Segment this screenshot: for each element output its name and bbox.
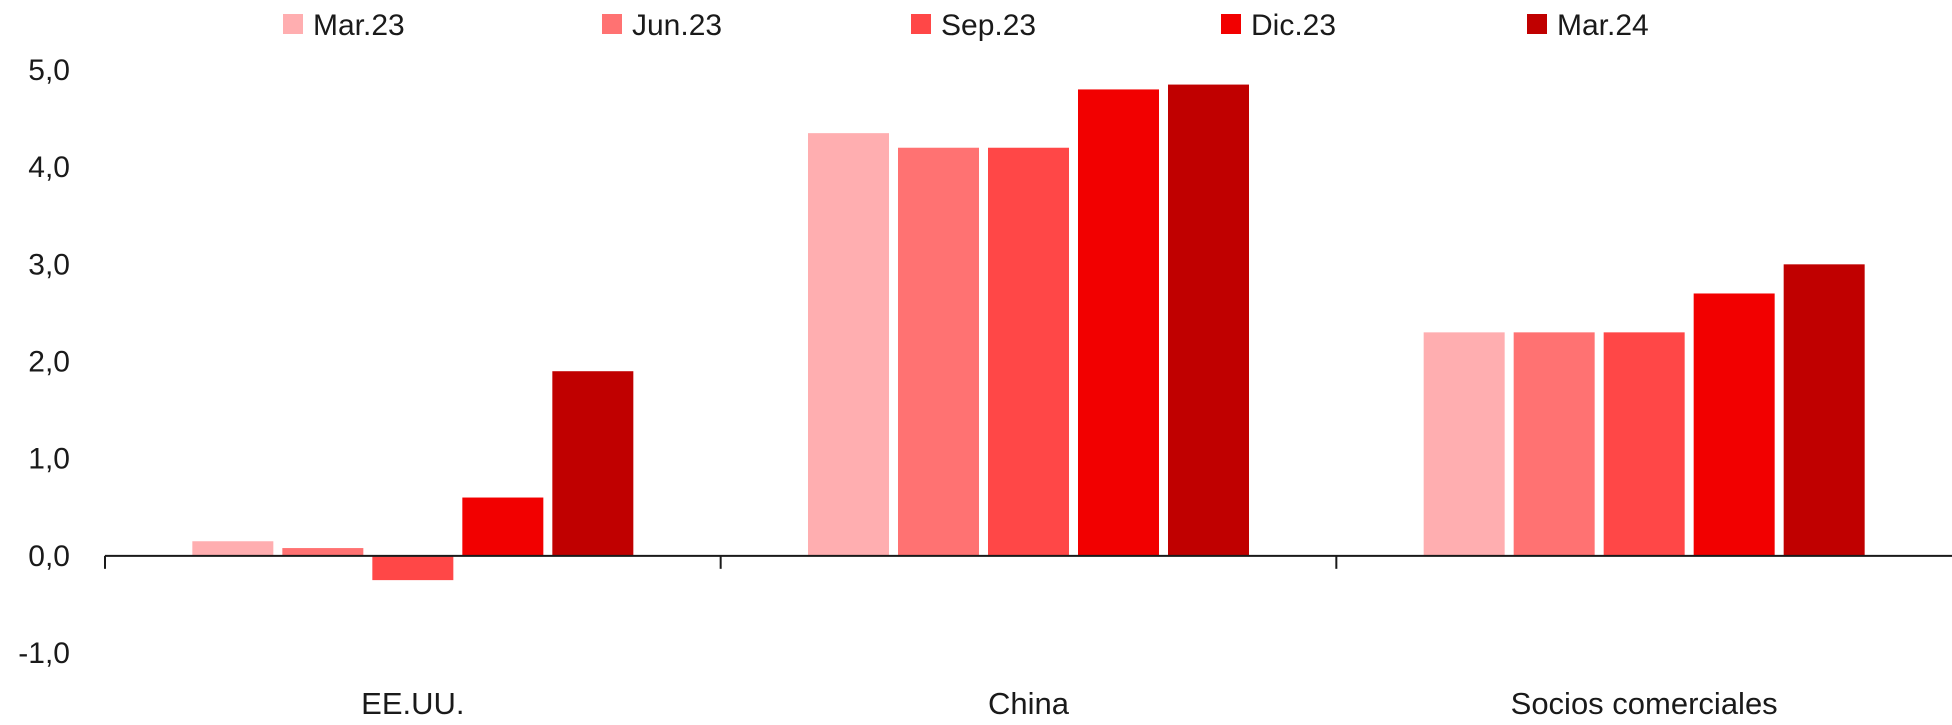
bar-jun-23-0	[282, 548, 364, 556]
y-tick-label: -1,0	[18, 637, 70, 670]
bar-mar-24-2	[1783, 264, 1865, 556]
y-axis: -1,0 0,0 1,0 2,0 3,0 4,0 5,0	[18, 54, 70, 670]
legend-label: Mar.24	[1557, 9, 1649, 42]
legend-swatch	[911, 14, 931, 34]
bar-mar-23-0	[192, 541, 274, 556]
legend-swatch	[283, 14, 303, 34]
y-tick-label: 2,0	[28, 346, 70, 379]
legend-label: Jun.23	[632, 9, 722, 42]
bar-sep-23-0	[372, 555, 454, 581]
y-tick-label: 3,0	[28, 248, 70, 281]
category-label: China	[988, 686, 1070, 720]
legend-label: Dic.23	[1251, 9, 1336, 42]
legend-swatch	[1221, 14, 1241, 34]
bar-mar-23-1	[808, 133, 889, 556]
y-tick-label: 4,0	[28, 151, 70, 184]
x-axis: EE.UU. China Socios comerciales	[104, 554, 1952, 721]
bar-mar-23-2	[1423, 332, 1505, 556]
bar-sep-23-2	[1603, 332, 1685, 556]
legend: Mar.23 Jun.23 Sep.23 Dic.23 Mar.24	[283, 9, 1649, 42]
bar-dic-23-0	[462, 497, 544, 556]
bar-dic-23-1	[1078, 89, 1159, 556]
y-tick-label: 5,0	[28, 54, 70, 87]
legend-swatch	[602, 14, 622, 34]
bar-sep-23-1	[988, 147, 1069, 556]
bar-jun-23-1	[898, 147, 979, 556]
legend-label: Mar.23	[313, 9, 405, 42]
bar-dic-23-2	[1693, 293, 1775, 556]
legend-swatch	[1527, 14, 1547, 34]
y-tick-label: 1,0	[28, 443, 70, 476]
legend-label: Sep.23	[941, 9, 1036, 42]
category-label: EE.UU.	[361, 686, 464, 720]
bars	[192, 84, 1865, 581]
bar-jun-23-2	[1513, 332, 1595, 556]
bar-mar-24-1	[1168, 84, 1249, 556]
bar-mar-24-0	[552, 371, 634, 556]
y-tick-label: 0,0	[28, 540, 70, 573]
category-label: Socios comerciales	[1511, 686, 1778, 720]
